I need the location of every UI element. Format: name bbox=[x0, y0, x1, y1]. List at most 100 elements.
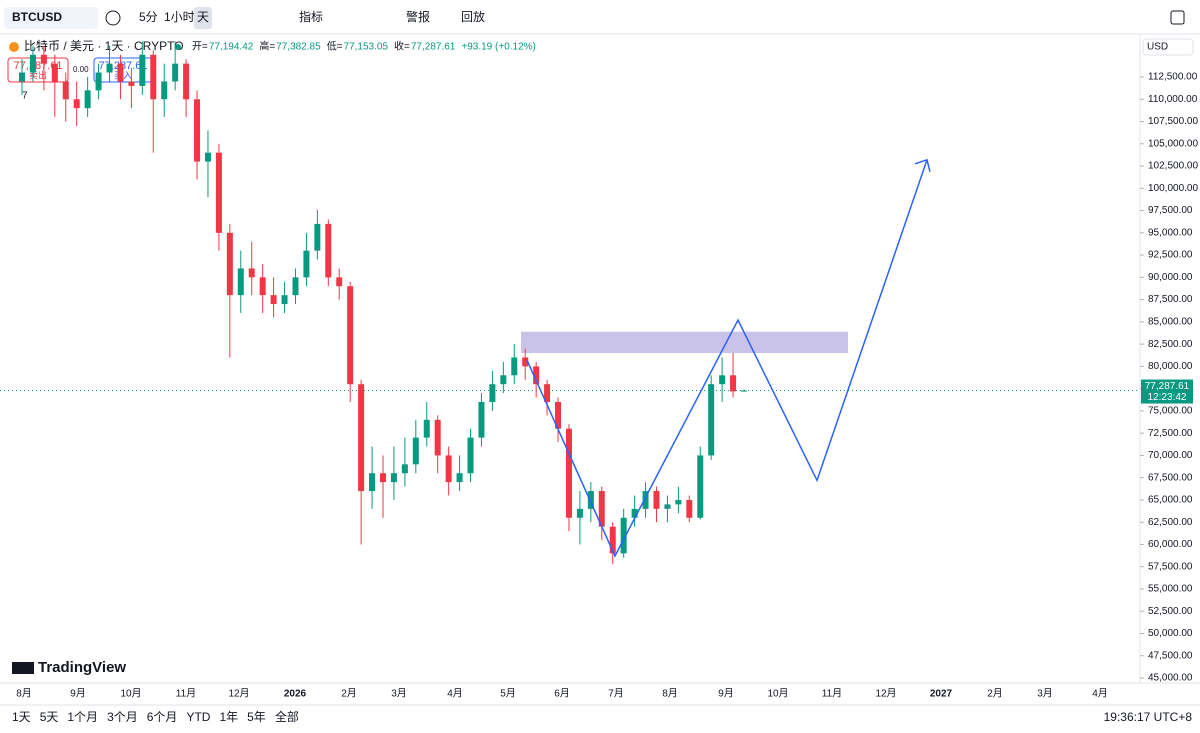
x-tick-label: 10月 bbox=[120, 688, 141, 700]
range-button[interactable]: 5年 bbox=[247, 710, 266, 724]
candle-body bbox=[719, 375, 726, 385]
x-tick-label: 8月 bbox=[662, 688, 678, 700]
arrow-head bbox=[914, 158, 931, 172]
candle-body bbox=[106, 63, 113, 73]
candle-body bbox=[194, 99, 201, 162]
fullscreen-icon[interactable] bbox=[1170, 10, 1185, 25]
interval[interactable]: 天 bbox=[197, 10, 209, 24]
candle-body bbox=[708, 384, 715, 456]
range-button[interactable]: 6个月 bbox=[147, 710, 178, 724]
candle-body bbox=[29, 54, 36, 73]
candle-body bbox=[128, 81, 135, 86]
candle-body bbox=[347, 286, 354, 385]
candle-body bbox=[653, 491, 660, 509]
sell-price[interactable]: 77,287.61 bbox=[14, 60, 63, 72]
interval[interactable]: 5分 bbox=[139, 10, 158, 24]
symbol-box[interactable] bbox=[4, 7, 98, 29]
y-tick-label: 60,000.00 bbox=[1148, 539, 1193, 550]
candle-body bbox=[248, 268, 255, 278]
candle-body bbox=[598, 491, 605, 527]
candle-body bbox=[226, 232, 233, 296]
currency[interactable]: USD bbox=[1147, 42, 1168, 53]
candle-body bbox=[139, 54, 146, 86]
indicator-count[interactable]: 7 bbox=[22, 91, 28, 102]
candle-body bbox=[401, 464, 408, 474]
y-tick-label: 62,500.00 bbox=[1148, 517, 1193, 528]
candle-body bbox=[390, 473, 397, 483]
candle-body bbox=[620, 517, 627, 554]
candle-body bbox=[675, 499, 682, 505]
x-tick-label: 6月 bbox=[554, 688, 570, 700]
legend-label: 收= bbox=[394, 40, 410, 53]
range-button[interactable]: 3个月 bbox=[107, 710, 138, 724]
x-tick-label: 11月 bbox=[822, 688, 842, 700]
range-button[interactable]: 1天 bbox=[12, 710, 31, 724]
candle-body bbox=[741, 390, 747, 392]
y-tick-label: 57,500.00 bbox=[1148, 561, 1193, 572]
x-tick-label: 2026 bbox=[284, 689, 307, 700]
candle-body bbox=[576, 508, 583, 518]
candle-body bbox=[95, 72, 102, 91]
candle-body bbox=[369, 473, 376, 492]
candle-body bbox=[555, 401, 562, 429]
candle-body bbox=[237, 268, 244, 296]
y-tick-label: 87,500.00 bbox=[1148, 294, 1193, 305]
y-tick-label: 45,000.00 bbox=[1148, 673, 1193, 684]
candle-body bbox=[19, 72, 25, 82]
x-tick-label: 5月 bbox=[500, 688, 516, 700]
candle-body bbox=[423, 419, 430, 438]
x-tick-label: 11月 bbox=[176, 688, 196, 700]
y-tick-label: 75,000.00 bbox=[1148, 406, 1193, 417]
currency-box[interactable] bbox=[1142, 38, 1194, 56]
legend-value: 77,194.42 bbox=[209, 42, 254, 53]
x-tick-label: 12月 bbox=[228, 688, 249, 700]
candle-body bbox=[336, 277, 343, 287]
candle-body bbox=[489, 384, 496, 402]
candle-body bbox=[150, 54, 157, 100]
candle-body bbox=[434, 419, 441, 456]
y-tick-label: 55,000.00 bbox=[1148, 584, 1193, 595]
range-button[interactable]: YTD bbox=[186, 710, 210, 724]
legend-change: +93.19 (+0.12%) bbox=[461, 42, 536, 53]
candle-body bbox=[456, 473, 463, 483]
y-tick-label: 50,000.00 bbox=[1148, 628, 1193, 639]
x-tick-label: 8月 bbox=[16, 688, 32, 700]
range-button[interactable]: 1个月 bbox=[67, 710, 98, 724]
candle-body bbox=[292, 277, 299, 296]
y-tick-label: 92,500.00 bbox=[1148, 250, 1193, 261]
candle-body bbox=[412, 437, 419, 465]
candle-body bbox=[270, 295, 277, 305]
y-tick-label: 80,000.00 bbox=[1148, 361, 1193, 372]
candle-body bbox=[73, 99, 80, 109]
symbol[interactable]: BTCUSD bbox=[12, 10, 62, 24]
range-button[interactable]: 5天 bbox=[40, 710, 59, 724]
legend-value: 77,382.85 bbox=[276, 42, 321, 53]
candle-body bbox=[51, 63, 58, 82]
y-tick-label: 65,000.00 bbox=[1148, 495, 1193, 506]
price-tag-countdown: 12:23:42 bbox=[1148, 392, 1187, 403]
x-tick-label: 4月 bbox=[1092, 688, 1108, 700]
replay[interactable]: 回放 bbox=[461, 9, 485, 24]
legend-label: 高= bbox=[259, 40, 275, 53]
range-button[interactable]: 全部 bbox=[275, 709, 299, 724]
candle-body bbox=[204, 152, 211, 162]
candle-body bbox=[62, 81, 69, 100]
range-button[interactable]: 1年 bbox=[219, 710, 238, 724]
x-tick-label: 2027 bbox=[930, 689, 953, 700]
y-tick-label: 90,000.00 bbox=[1148, 272, 1193, 283]
sell-label[interactable]: 卖出 bbox=[29, 69, 47, 80]
interval-active bbox=[194, 7, 212, 29]
alert[interactable]: 警报 bbox=[406, 9, 430, 24]
indicators[interactable]: 指标 bbox=[299, 9, 323, 24]
x-tick-label: 3月 bbox=[1037, 688, 1053, 700]
spread: 0.00 bbox=[73, 65, 89, 74]
x-tick-label: 2月 bbox=[341, 688, 357, 700]
candle-body bbox=[697, 455, 704, 518]
interval[interactable]: 1小时 bbox=[164, 10, 195, 24]
legend-label: 低= bbox=[327, 40, 343, 53]
add-icon[interactable] bbox=[105, 10, 121, 26]
y-tick-label: 105,000.00 bbox=[1148, 138, 1198, 149]
candle-body bbox=[40, 54, 47, 64]
